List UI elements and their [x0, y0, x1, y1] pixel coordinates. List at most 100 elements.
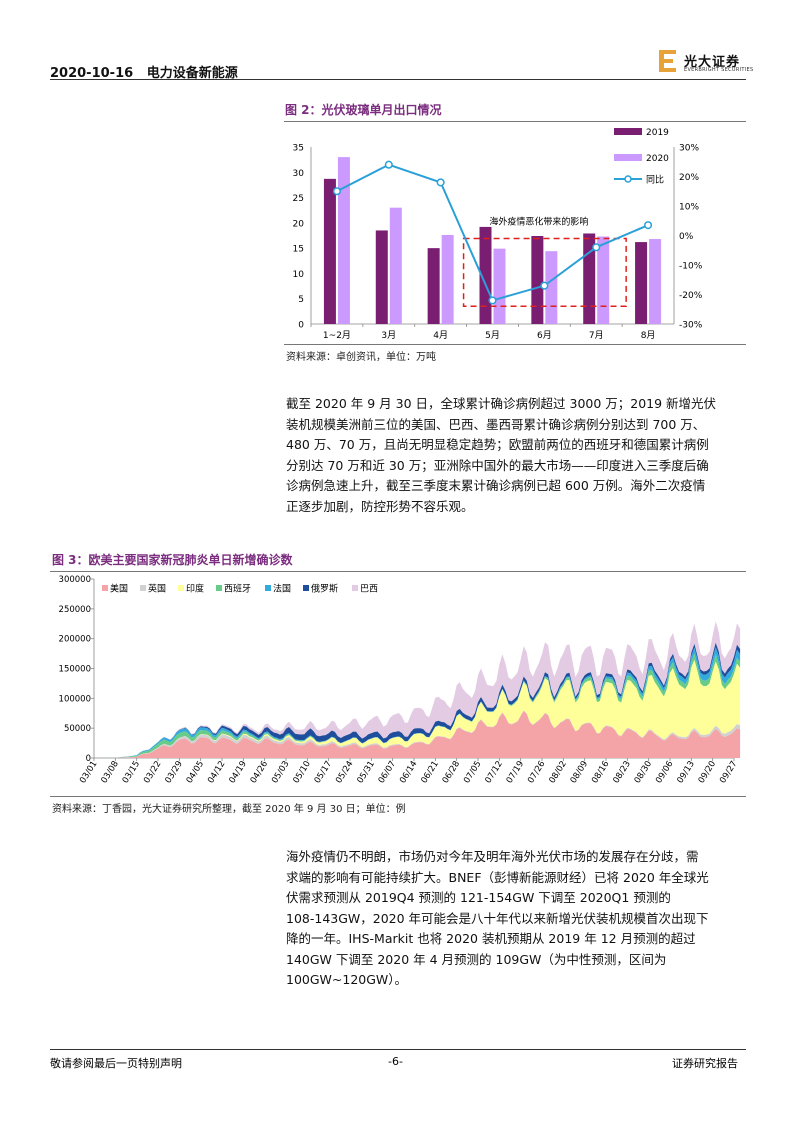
brand-name-en: EVERBRIGHT SECURITIES [684, 67, 754, 73]
figure3-chart: 0 50000 100000 150000 200000 250000 300000 03/0… [59, 575, 741, 785]
legend-swatch-巴西 [352, 585, 358, 591]
x-tick-label: 7月 [589, 330, 604, 341]
legend-marker-yoy [624, 175, 632, 183]
x-tick-label: 06/07 [377, 759, 398, 785]
legend-label-2020: 2020 [646, 154, 669, 164]
legend-swatch-法国 [265, 585, 271, 591]
page-number: -6- [388, 1055, 403, 1068]
legend-label-西班牙: 西班牙 [224, 583, 251, 595]
bar-2019-4月 [427, 248, 440, 324]
paragraph-line: 求端的影响有可能持续扩大。BNEF（彭博新能源财经）已将 2020 年全球光 [286, 869, 709, 885]
x-tick-label: 08/23 [611, 759, 632, 785]
x-tick-label: 09/27 [718, 759, 739, 785]
everbright-logo-icon [659, 50, 676, 72]
footer-disclaimer: 敬请参阅最后一页特别声明 [50, 1057, 182, 1070]
y-left-tick-label: 15 [293, 245, 304, 255]
bar-2020-7月 [597, 236, 610, 324]
y-right-tick-label: 30% [679, 144, 699, 154]
paragraph-line: 140GW 下调至 2020 年 4 月预测的 109GW（为中性预测，区间为 [286, 951, 667, 967]
brand-name: 光大证券 [684, 55, 741, 70]
paragraph-line: 降的一年。IHS-Markit 也将 2020 装机预期从 2019 年 12 … [286, 931, 696, 946]
paragraph-solar-demand: 海外疫情仍不明朗，市场仍对今年及明年海外光伏市场的发展存在分歧，需 求端的影响有… [286, 847, 748, 991]
paragraph-line: 108-143GW，2020 年可能会是八十年代以来新增光伏装机规模首次出现下 [286, 910, 709, 926]
bar-2020-4月 [441, 234, 454, 324]
x-tick-label: 05/03 [270, 759, 291, 785]
x-tick-label: 04/12 [206, 759, 227, 785]
legend-label-英国: 英国 [148, 583, 166, 595]
legend-swatch-2020 [614, 154, 642, 161]
y-tick-label: 150000 [59, 665, 91, 675]
x-tick-label: 07/26 [526, 759, 547, 785]
figure2-title: 图 2：光伏玻璃单月出口情况 [285, 103, 442, 117]
paragraph-line: 100GW~120GW）。 [286, 972, 408, 987]
paragraph-line: 480 万、70 万，且尚无明显稳定趋势；欧盟前两位的西班牙和德国累计病例 [286, 437, 709, 452]
x-tick-label: 5月 [485, 330, 500, 341]
x-tick-label: 8月 [641, 330, 656, 341]
annotation-box [462, 237, 627, 308]
y-right-tick-label: -30% [679, 321, 703, 331]
legend-label-yoy: 同比 [646, 174, 664, 186]
paragraph-line: 海外疫情仍不明朗，市场仍对今年及明年海外光伏市场的发展存在分歧，需 [286, 849, 699, 864]
figure3-bottom-rule [50, 796, 746, 797]
legend-label-法国: 法国 [273, 583, 291, 595]
legend-label-2019: 2019 [646, 128, 669, 138]
header-divider [50, 79, 746, 80]
y-left-tick-label: 10 [293, 270, 305, 280]
figure2-chart: 0 5 10 15 20 25 30 35 -30% -20% -10% 0% 10% 20% 30% 1~2… [293, 128, 703, 341]
y-right-tick-label: 10% [679, 203, 699, 213]
legend-label-巴西: 巴西 [360, 584, 378, 595]
x-tick-label: 03/29 [163, 759, 184, 785]
x-tick-label: 09/20 [697, 759, 718, 785]
legend-label-美国: 美国 [110, 583, 128, 595]
paragraph-line: 伏需求预测从 2019Q4 预测的 121-154GW 下调至 2020Q1 预… [286, 890, 671, 905]
bar-2019-8月 [635, 242, 648, 324]
paragraph-line: 分别达 70 万和近 30 万；亚洲除中国外的最大市场——印度进入三季度后确 [286, 457, 709, 473]
x-tick-label: 08/30 [633, 759, 654, 785]
x-tick-label: 09/13 [675, 759, 696, 785]
bar-2019-5月 [479, 226, 492, 324]
x-tick-label: 05/31 [355, 759, 376, 785]
y-right-tick-label: 0% [679, 232, 694, 242]
annotation-label: 海外疫情恶化带来的影响 [489, 216, 588, 228]
report-date: 2020-10-16 电力设备新能源 [50, 66, 238, 81]
x-tick-label: 4月 [433, 330, 448, 341]
yoy-point-8月 [644, 221, 653, 230]
y-tick-label: 100000 [59, 694, 91, 704]
x-tick-label: 07/05 [462, 759, 483, 785]
footer-divider [50, 1049, 746, 1050]
yoy-point-3月 [384, 160, 393, 169]
x-tick-label: 03/15 [121, 759, 142, 785]
bar-2020-8月 [649, 239, 662, 324]
figure3-source: 资料来源：丁香园，光大证券研究所整理，截至 2020 年 9 月 30 日；单位… [52, 804, 406, 815]
y-tick-label: 0 [86, 754, 91, 764]
paragraph-line: 正逐步加剧，防控形势不容乐观。 [286, 498, 474, 514]
legend-swatch-俄罗斯 [303, 585, 309, 591]
x-tick-label: 07/19 [505, 759, 526, 785]
y-tick-label: 250000 [59, 605, 91, 615]
figure3-title: 图 3：欧美主要国家新冠肺炎单日新增确诊数 [52, 553, 293, 567]
paragraph-line: 诊病例急速上升，截至三季度末累计确诊病例已超 600 万例。海外二次疫情 [286, 478, 706, 493]
bar-2019-3月 [375, 230, 388, 324]
legend-swatch-2019 [614, 128, 642, 135]
y-left-tick-label: 35 [293, 144, 304, 154]
x-tick-label: 05/10 [291, 759, 312, 785]
paragraph-line: 装机规模美洲前三位的美国、巴西、墨西哥累计确诊病例分别达到 700 万、 [286, 416, 706, 432]
y-right-tick-label: -20% [679, 291, 703, 301]
bar-2019-7月 [583, 233, 596, 324]
sector-name: 电力设备新能源 [146, 66, 238, 81]
x-tick-label: 04/05 [185, 759, 206, 785]
x-tick-label: 03/22 [142, 759, 163, 785]
bar-2020-1~2月 [337, 157, 350, 324]
y-tick-label: 50000 [64, 724, 91, 734]
yoy-point-1~2月 [332, 187, 341, 196]
x-tick-label: 09/06 [654, 759, 675, 785]
yoy-point-4月 [436, 178, 445, 187]
figure2-source: 资料来源：卓创资讯，单位：万吨 [286, 352, 436, 363]
legend-swatch-美国 [102, 585, 108, 591]
figure2-top-rule [284, 121, 746, 122]
x-tick-label: 04/26 [249, 759, 270, 785]
yoy-point-6月 [540, 281, 549, 290]
x-tick-label: 06/21 [419, 759, 440, 785]
y-left-tick-label: 30 [293, 169, 305, 179]
y-tick-label: 300000 [59, 575, 91, 585]
